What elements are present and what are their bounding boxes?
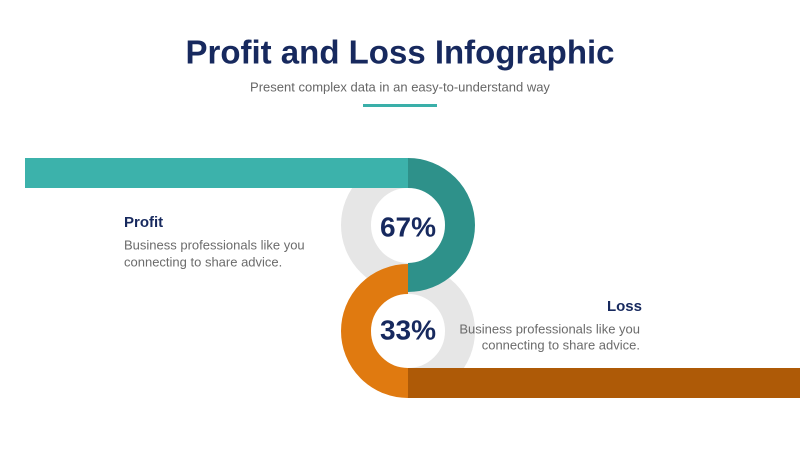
loss-arc	[341, 264, 409, 398]
loss-percent: 33%	[380, 314, 436, 345]
profit-percent: 67%	[380, 211, 436, 242]
title-underline	[363, 104, 437, 107]
profit-description: connecting to share advice.	[124, 254, 282, 269]
loss-label: Loss	[607, 298, 642, 315]
profit-arc	[407, 158, 475, 292]
loss-description: connecting to share advice.	[482, 337, 640, 352]
profit-label: Profit	[124, 214, 163, 231]
title: Profit and Loss Infographic	[185, 34, 614, 71]
profit-bar	[25, 158, 408, 188]
profit-description: Business professionals like you	[124, 237, 305, 252]
subtitle: Present complex data in an easy-to-under…	[250, 79, 550, 94]
loss-description: Business professionals like you	[459, 321, 640, 336]
profit-center	[372, 191, 444, 263]
loss-bar	[408, 368, 800, 398]
loss-center	[372, 295, 444, 367]
